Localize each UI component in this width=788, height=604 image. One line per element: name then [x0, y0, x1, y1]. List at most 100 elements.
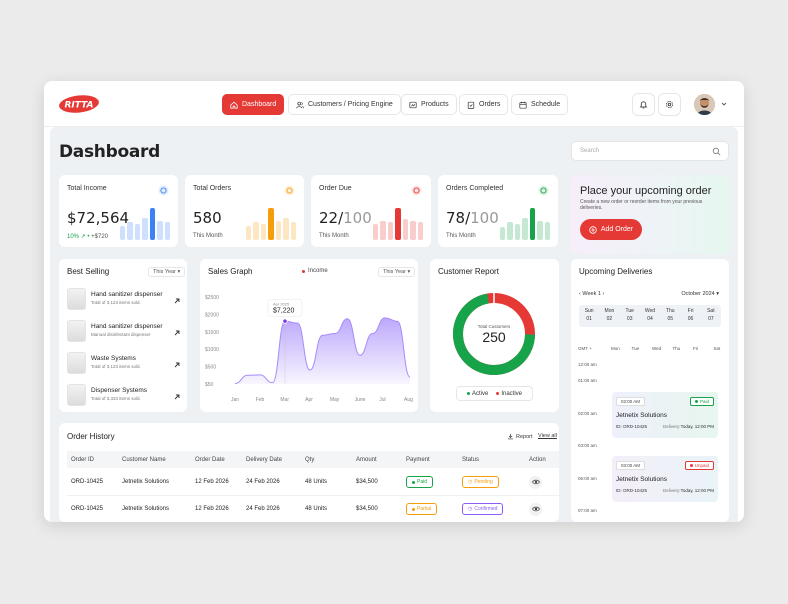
- kpi-card-total-orders: Total Orders 580 This Month: [185, 175, 304, 247]
- arrow-up-right-icon[interactable]: [172, 389, 182, 400]
- kpi-label: Total Income: [67, 185, 107, 192]
- money-icon: [158, 183, 169, 196]
- legend-label: Active: [471, 390, 489, 397]
- weekday-label: Tue: [631, 346, 640, 351]
- best-selling-item[interactable]: Hand sanitizer dispenser Total of 3,123 i…: [67, 288, 182, 312]
- kpi-card-orders-completed: Orders Completed 78/100 This Month: [438, 175, 558, 247]
- column-header: Delivery Date: [246, 456, 283, 463]
- legend-active: Active: [466, 390, 489, 397]
- day-name: Tue: [625, 308, 634, 314]
- column-header: Amount: [356, 456, 377, 463]
- kpi-bar: [290, 222, 296, 240]
- plus-circle-icon: [589, 225, 597, 234]
- kpi-bar: [268, 208, 274, 240]
- cell-action: [529, 469, 542, 495]
- day-name: Wed: [644, 308, 656, 314]
- day-cell[interactable]: Sat 07: [701, 307, 721, 323]
- cell-amount: $34,500: [356, 506, 378, 512]
- y-tick-label: $1000: [205, 347, 219, 353]
- day-number: 03: [626, 316, 633, 322]
- status-icon: ◷: [468, 506, 473, 512]
- column-header: Customer Name: [122, 456, 166, 463]
- kpi-sub-text: This Month: [446, 233, 476, 239]
- arrow-up-right-icon[interactable]: [172, 357, 182, 368]
- best-selling-filter[interactable]: This Year ▾: [148, 267, 186, 277]
- day-cell[interactable]: Fri 06: [680, 307, 700, 323]
- y-tick-label: $1500: [205, 330, 219, 336]
- cart-icon: [284, 183, 295, 196]
- nav-orders[interactable]: Orders: [459, 94, 509, 115]
- nav-products[interactable]: Products: [401, 94, 457, 115]
- tooltip-label: Apr 2025: [273, 302, 290, 307]
- arrow-up-right-icon[interactable]: [172, 325, 182, 336]
- day-cell[interactable]: Sun 01: [579, 307, 599, 323]
- nav-dashboard[interactable]: Dashboard: [222, 94, 285, 115]
- kpi-bullet: •: [87, 234, 92, 240]
- product-desc: Total of 3,123 items sold.: [91, 364, 141, 369]
- day-cell[interactable]: Thu 05: [660, 307, 680, 323]
- eye-icon[interactable]: [529, 502, 542, 516]
- ritta-logo[interactable]: RITTA: [58, 94, 100, 114]
- search-input[interactable]: Search: [571, 141, 729, 161]
- page-title: Dashboard: [59, 142, 160, 162]
- kpi-value-main: $72,564: [67, 209, 130, 227]
- data-point[interactable]: [282, 318, 288, 324]
- kpi-card-order-due: Order Due 22/100 This Month: [311, 175, 431, 247]
- kpi-bar: [529, 208, 536, 240]
- day-cell[interactable]: Mon 02: [599, 307, 619, 323]
- kpi-bar: [275, 220, 282, 240]
- best-selling-title: Best Selling: [67, 267, 110, 276]
- best-selling-item[interactable]: Hand sanitizer dispenser Manual disinfect…: [67, 320, 182, 344]
- notifications-button[interactable]: [632, 93, 655, 116]
- kpi-sub-text: This Month: [319, 233, 349, 239]
- delivery-time: Today, 12:00 PM: [680, 488, 714, 493]
- kpi-bar: [410, 220, 416, 240]
- arrow-up-right-icon[interactable]: [172, 293, 182, 304]
- day-name: Mon: [604, 308, 615, 314]
- column-header: Payment: [406, 456, 430, 463]
- kpi-bar: [417, 222, 423, 240]
- delivery-event[interactable]: 03:00 AM Unpaid Jetnetix Solutions ID: ORD-…: [612, 456, 718, 502]
- kpi-bar: [120, 225, 126, 240]
- product-name: Dispenser Systems: [91, 387, 147, 394]
- week-selector[interactable]: ‹ Week 1 ›: [579, 291, 605, 297]
- weekday-label: Mon: [611, 346, 620, 351]
- day-cell[interactable]: Wed 04: [640, 307, 660, 323]
- best-selling-item[interactable]: Dispenser Systems Total of 3,333 items so…: [67, 384, 182, 408]
- month-selector[interactable]: October 2024 ▾: [681, 291, 719, 297]
- chevron-down-icon[interactable]: [720, 100, 728, 108]
- status-icon: ◷: [468, 479, 473, 485]
- delivery-label: Delivery:: [663, 424, 681, 429]
- delivery-time: Today, 12:00 PM: [680, 424, 714, 429]
- product-thumbnail: [67, 320, 86, 342]
- nav-label: Dashboard: [242, 101, 277, 108]
- kpi-sub: This Month: [319, 233, 349, 239]
- table-row[interactable]: ORD-10425 Jetnetix Solutions 12 Feb 2026 24…: [67, 469, 559, 496]
- nav-customers[interactable]: Customers / Pricing Engine: [288, 94, 401, 115]
- sales-graph-filter[interactable]: This Year ▾: [378, 267, 416, 277]
- eye-icon[interactable]: [529, 475, 542, 489]
- add-order-button[interactable]: Add Order: [580, 219, 642, 240]
- view-all-link[interactable]: View all: [538, 433, 557, 439]
- kpi-bar: [544, 222, 550, 240]
- day-strip: Sun 01 Mon 02 Tue 03 Wed 04 Thu 05 Fri 06 Sat 07: [579, 305, 721, 327]
- download-icon: [507, 433, 514, 440]
- table-header: Order ID Customer Name Order Date Delivery …: [67, 451, 559, 468]
- kpi-card-total-income: Total Income $72,564 10% ↗ • +$720: [59, 175, 178, 247]
- user-photo: [694, 94, 715, 115]
- month-label: October 2024: [681, 291, 715, 297]
- day-name: Fri: [687, 308, 694, 314]
- product-thumbnail: [67, 288, 86, 310]
- best-selling-item[interactable]: Waste Systems Total of 3,123 items sold.: [67, 352, 182, 376]
- day-number: 07: [708, 316, 714, 322]
- cell-delivery-date: 24 Feb 2026: [246, 506, 280, 512]
- day-cell[interactable]: Tue 03: [620, 307, 640, 323]
- weekday-label: Fri: [693, 346, 699, 351]
- donut-center-label: Total Customers: [478, 324, 511, 329]
- table-row[interactable]: ORD-10425 Jetnetix Solutions 12 Feb 2026 24…: [67, 496, 559, 522]
- nav-schedule[interactable]: Schedule: [511, 94, 569, 115]
- settings-button[interactable]: [658, 93, 681, 116]
- report-button[interactable]: Report: [507, 433, 533, 440]
- avatar[interactable]: [694, 94, 715, 115]
- delivery-event[interactable]: 02:00 AM Paid Jetnetix Solutions ID: ORD-10…: [612, 392, 718, 438]
